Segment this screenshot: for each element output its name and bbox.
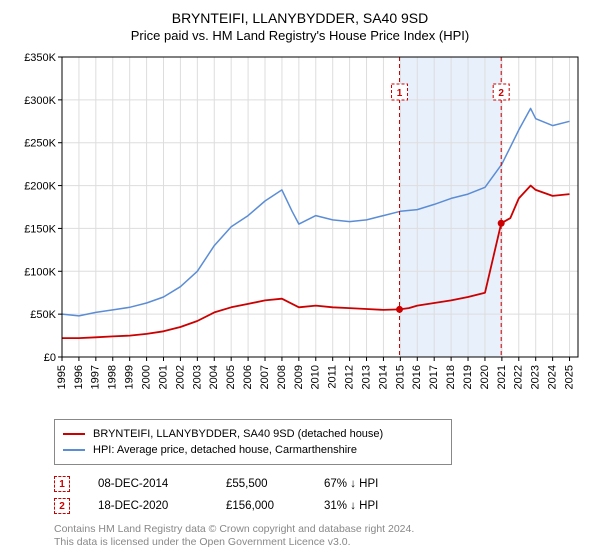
legend-label: BRYNTEIFI, LLANYBYDDER, SA40 9SD (detach… (93, 426, 383, 442)
svg-text:2022: 2022 (513, 365, 525, 389)
svg-text:£250K: £250K (24, 138, 56, 150)
chart-area: 1 2 £0 £50K £100K £150K £200K £250K £300K £350K 19… (12, 51, 588, 411)
svg-text:2005: 2005 (225, 365, 237, 389)
svg-text:£150K: £150K (24, 223, 56, 235)
svg-text:2025: 2025 (563, 365, 575, 389)
svg-text:2002: 2002 (174, 365, 186, 389)
svg-text:£200K: £200K (24, 181, 56, 193)
footnote: Contains HM Land Registry data © Crown c… (54, 523, 588, 549)
svg-text:2008: 2008 (276, 365, 288, 389)
svg-text:2020: 2020 (479, 365, 491, 389)
svg-text:2012: 2012 (344, 365, 356, 389)
footnote-line: This data is licensed under the Open Gov… (54, 536, 588, 549)
svg-text:2009: 2009 (293, 365, 305, 389)
svg-text:2003: 2003 (191, 365, 203, 389)
svg-text:2000: 2000 (140, 365, 152, 389)
sale-date: 08-DEC-2014 (98, 478, 198, 490)
legend-item: HPI: Average price, detached house, Carm… (63, 442, 443, 458)
svg-text:1998: 1998 (107, 365, 119, 389)
sales-table: 1 08-DEC-2014 £55,500 67% ↓ HPI 2 18-DEC… (54, 473, 588, 517)
legend-swatch (63, 433, 85, 435)
svg-text:2023: 2023 (530, 365, 542, 389)
table-row: 1 08-DEC-2014 £55,500 67% ↓ HPI (54, 473, 588, 495)
sale-price: £55,500 (226, 478, 296, 490)
legend: BRYNTEIFI, LLANYBYDDER, SA40 9SD (detach… (54, 419, 452, 465)
footnote-line: Contains HM Land Registry data © Crown c… (54, 523, 588, 536)
svg-text:1995: 1995 (56, 365, 68, 389)
svg-text:1996: 1996 (73, 365, 85, 389)
legend-swatch (63, 449, 85, 451)
svg-text:2010: 2010 (310, 365, 322, 389)
svg-text:2021: 2021 (496, 365, 508, 389)
svg-text:£50K: £50K (30, 309, 56, 321)
legend-label: HPI: Average price, detached house, Carm… (93, 442, 357, 458)
sale-marker-icon: 1 (54, 476, 70, 492)
svg-text:2014: 2014 (377, 365, 389, 389)
sale-delta: 31% ↓ HPI (324, 500, 414, 512)
table-row: 2 18-DEC-2020 £156,000 31% ↓ HPI (54, 495, 588, 517)
svg-text:2007: 2007 (259, 365, 271, 389)
svg-text:2004: 2004 (208, 365, 220, 389)
svg-text:2: 2 (498, 88, 504, 99)
svg-text:2011: 2011 (327, 365, 339, 389)
svg-text:2017: 2017 (428, 365, 440, 389)
svg-text:1: 1 (397, 88, 403, 99)
svg-text:1997: 1997 (90, 365, 102, 389)
svg-text:2006: 2006 (242, 365, 254, 389)
legend-item: BRYNTEIFI, LLANYBYDDER, SA40 9SD (detach… (63, 426, 443, 442)
svg-text:1999: 1999 (124, 365, 136, 389)
chart-subtitle: Price paid vs. HM Land Registry's House … (12, 28, 588, 43)
line-chart: 1 2 £0 £50K £100K £150K £200K £250K £300K £350K 19… (12, 51, 588, 411)
svg-text:2013: 2013 (360, 365, 372, 389)
svg-text:2018: 2018 (445, 365, 457, 389)
svg-text:2024: 2024 (547, 365, 559, 389)
svg-text:2015: 2015 (394, 365, 406, 389)
svg-text:£350K: £350K (24, 52, 56, 64)
sale-marker-icon: 2 (54, 498, 70, 514)
svg-text:2001: 2001 (157, 365, 169, 389)
svg-text:£300K: £300K (24, 95, 56, 107)
svg-text:£0: £0 (44, 352, 56, 364)
sale-delta: 67% ↓ HPI (324, 478, 414, 490)
svg-text:2016: 2016 (411, 365, 423, 389)
sale-price: £156,000 (226, 500, 296, 512)
chart-title: BRYNTEIFI, LLANYBYDDER, SA40 9SD (12, 10, 588, 26)
svg-text:£100K: £100K (24, 266, 56, 278)
sale-date: 18-DEC-2020 (98, 500, 198, 512)
svg-text:2019: 2019 (462, 365, 474, 389)
